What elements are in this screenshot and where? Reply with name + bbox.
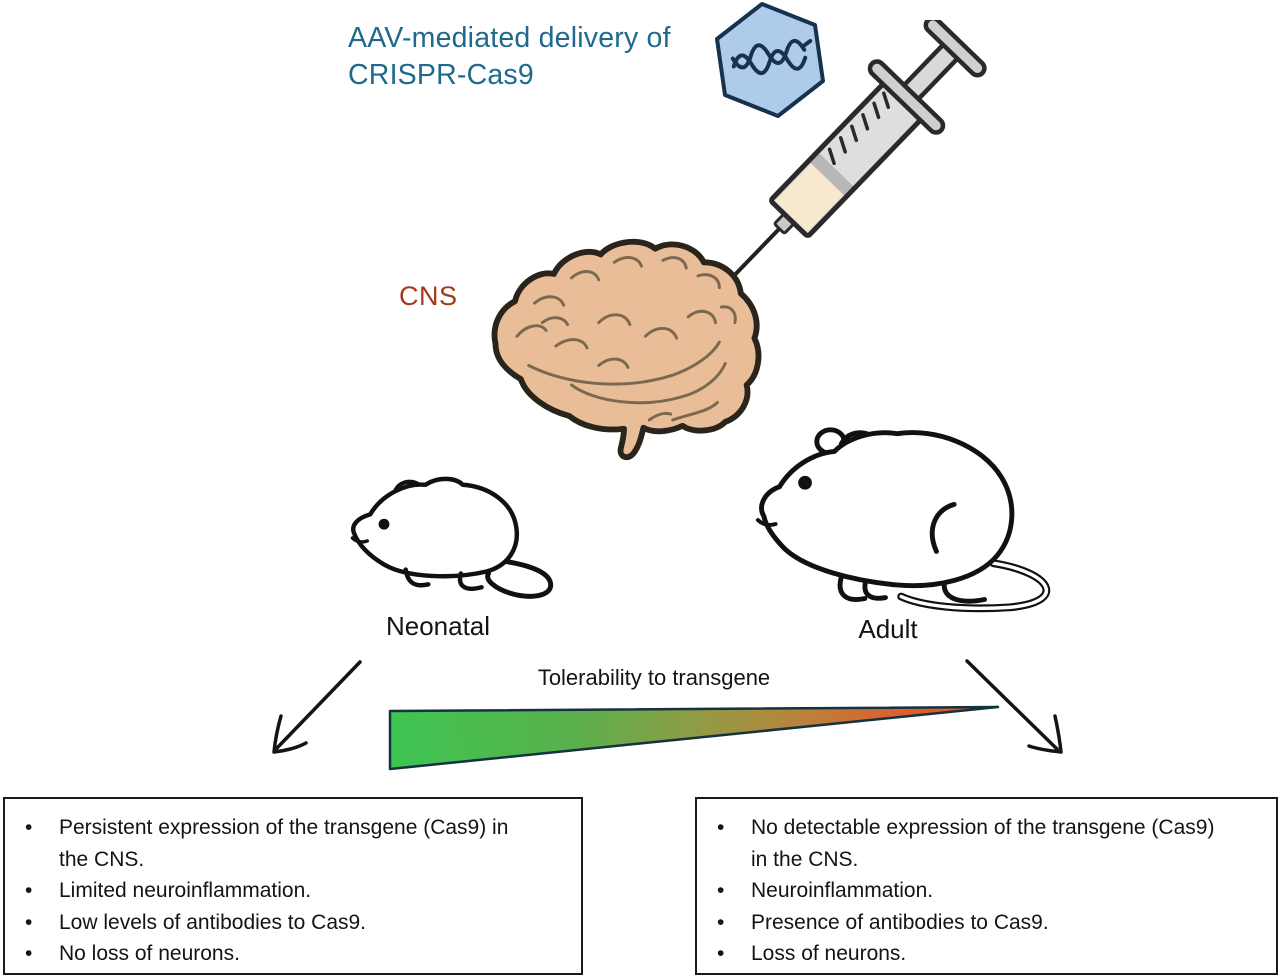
tolerability-gradient-wedge [388,705,1000,771]
brain-outline [491,238,762,461]
figure-title: AAV-mediated delivery of CRISPR-Cas9 [348,20,748,94]
syringe-thumb-rest [923,20,987,78]
mouse-legs [403,567,484,591]
arrow-down-left-icon [272,660,362,754]
list-item: Low levels of antibodies to Cas9. [9,907,524,939]
title-line-2: CRISPR-Cas9 [348,59,534,91]
tolerability-gradient-label: Tolerability to transgene [537,665,771,690]
mouse-eye [378,518,390,530]
adult-label: Adult [858,614,918,644]
mouse-body [351,476,520,579]
rat-tail-inner [899,561,1048,611]
cns-label: CNS [399,281,458,311]
title-line-1: AAV-mediated delivery of [348,22,671,54]
neonatal-mouse-icon [350,476,554,599]
adult-outcome-box: No detectable expression of the transgen… [695,797,1278,975]
adult-outcome-list: No detectable expression of the transgen… [697,799,1276,970]
brain-icon [491,238,762,461]
syringe-plunger-seal [810,153,854,196]
rat-haunch-line [929,501,957,554]
list-item: Loss of neurons. [701,938,1216,970]
rat-eye [798,475,812,490]
neonatal-label: Neonatal [385,611,491,641]
rat-mouth [755,518,778,527]
dna-icon [730,38,813,76]
syringe-scale-marks [827,91,891,166]
rat-legs [837,574,988,604]
list-item: Presence of antibodies to Cas9. [701,907,1216,939]
aav-hexagon-dna-icon [715,2,825,118]
list-item: No detectable expression of the transgen… [701,812,1216,875]
list-item: No loss of neurons. [9,938,524,970]
rat-body [759,430,1015,589]
mouse-mouth [350,536,369,544]
list-item: Limited neuroinflammation. [9,875,524,907]
syringe-liquid [775,163,844,232]
list-item: Persistent expression of the transgene (… [9,812,524,875]
syringe-icon [694,20,987,317]
list-item: Neuroinflammation. [701,875,1216,907]
adult-rat-icon [755,427,1051,613]
neonatal-outcome-box: Persistent expression of the transgene (… [3,797,583,975]
brain-gyri-lines [515,256,737,422]
arrow-down-right-icon [965,659,1063,754]
neonatal-outcome-list: Persistent expression of the transgene (… [5,799,581,970]
mouse-tail [485,557,554,599]
